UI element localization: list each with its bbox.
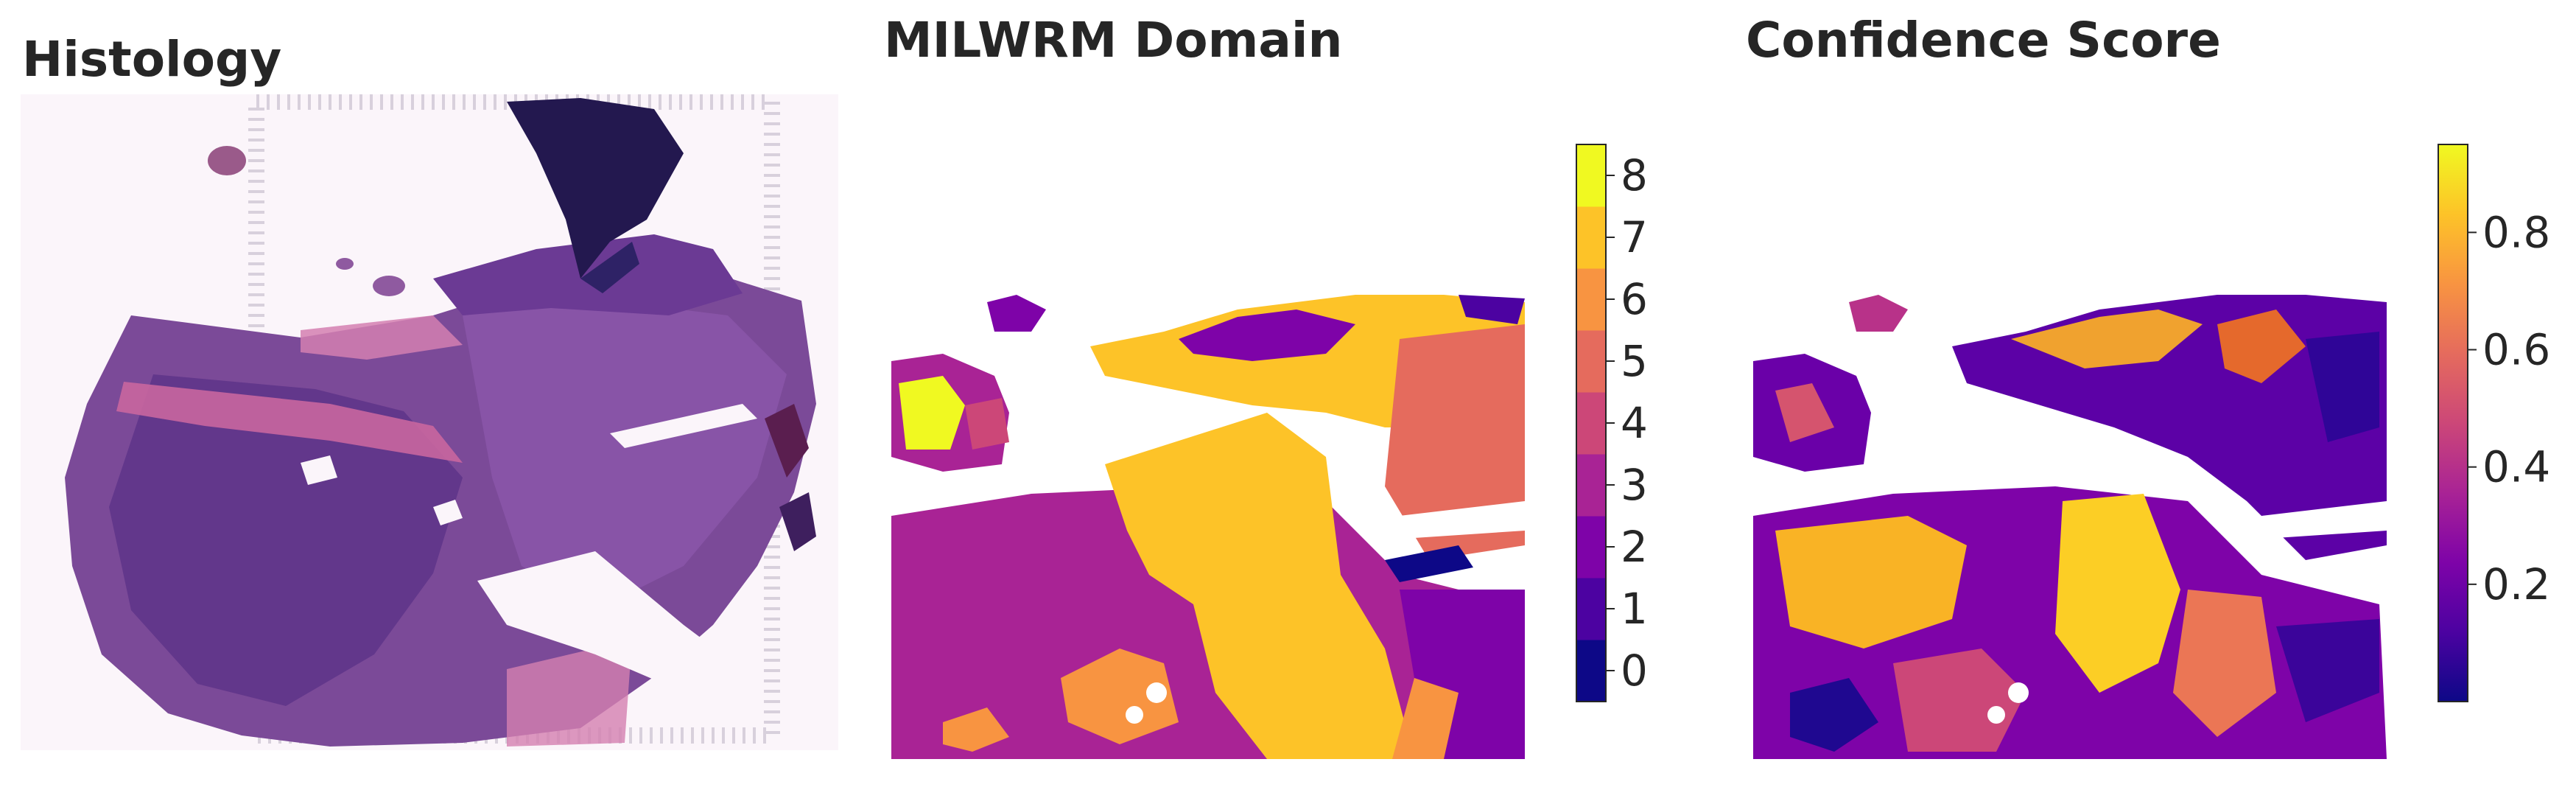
histology-image: [21, 94, 838, 750]
domain-colorbar-tick-label: 6: [1621, 274, 1648, 324]
domain-colorbar-tick-label: 3: [1621, 460, 1648, 510]
confidence-score-map: [1753, 295, 2387, 759]
domain-colorbar-swatch: [1576, 330, 1606, 393]
confidence-colorbar: 0.2 0.4 0.6 0.8: [2438, 144, 2550, 702]
confidence-colorbar-tick-label: 0.6: [2482, 325, 2550, 375]
domain-colorbar-swatch: [1576, 578, 1606, 640]
domain-colorbar-swatch: [1576, 144, 1606, 207]
domain-colorbar-tick-label: 4: [1621, 398, 1648, 448]
domain-colorbar-tick-label: 7: [1621, 212, 1648, 262]
confidence-colorbar-tick-label: 0.8: [2482, 207, 2550, 257]
domain-colorbar-tick-label: 0: [1621, 646, 1648, 696]
domain-colorbar-swatch: [1576, 268, 1606, 331]
domain-colorbar-swatch: [1576, 640, 1606, 702]
milwrm-domain-title: MILWRM Domain: [884, 12, 1343, 69]
confidence-score-title: Confidence Score: [1746, 12, 2221, 69]
milwrm-domain-map: [891, 295, 1525, 759]
domain-colorbar-ticks: 0 1 2 3 4 5 6 7 8: [1606, 150, 1648, 696]
confidence-colorbar-tick-label: 0.4: [2482, 442, 2550, 492]
domain-colorbar-swatch: [1576, 516, 1606, 578]
confidence-colorbar-ticks: 0.2 0.4 0.6 0.8: [2468, 207, 2550, 609]
domain-colorbar-tick-label: 5: [1621, 336, 1648, 386]
domain-colorbar-swatch: [1576, 206, 1606, 269]
domain-colorbar-tick-label: 1: [1621, 584, 1648, 634]
domain-colorbar-swatches: [1576, 144, 1606, 702]
confidence-colorbar-tick-label: 0.2: [2482, 559, 2550, 609]
domain-colorbar-tick-label: 8: [1621, 150, 1648, 200]
milwrm-domain-colorbar: 0 1 2 3 4 5 6 7 8: [1576, 144, 1648, 702]
confidence-colorbar-gradient: [2438, 144, 2468, 702]
histology-title: Histology: [22, 31, 282, 88]
domain-colorbar-tick-label: 2: [1621, 522, 1648, 572]
domain-colorbar-swatch: [1576, 454, 1606, 517]
domain-colorbar-swatch: [1576, 392, 1606, 455]
